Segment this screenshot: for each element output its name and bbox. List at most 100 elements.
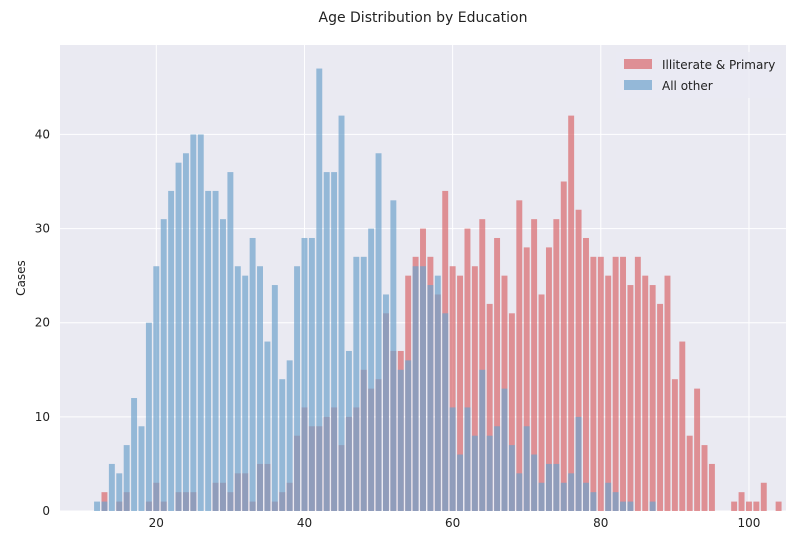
bar — [153, 266, 160, 511]
bar — [182, 153, 189, 511]
bar — [383, 294, 389, 511]
bar — [397, 369, 404, 511]
bar — [449, 407, 456, 511]
chart-title: Age Distribution by Education — [319, 10, 528, 26]
bar — [590, 492, 597, 511]
bar — [160, 219, 167, 511]
bar — [271, 285, 278, 511]
bar — [553, 219, 560, 511]
bar — [627, 501, 634, 511]
bar — [368, 228, 375, 511]
bar — [257, 266, 263, 511]
bar — [168, 190, 175, 512]
bar — [316, 68, 323, 511]
bar — [101, 492, 108, 511]
bar — [494, 426, 501, 511]
bar — [212, 190, 219, 512]
series-1-bars — [94, 68, 656, 512]
bar — [760, 482, 767, 511]
bar — [590, 256, 597, 511]
bar — [301, 237, 308, 512]
legend-swatch-illiterate-primary — [624, 59, 652, 69]
bar — [620, 256, 626, 511]
y-tick-label: 10 — [35, 410, 50, 424]
bar — [442, 313, 449, 511]
bar — [323, 172, 330, 511]
bar — [405, 360, 412, 511]
legend-label-illiterate-primary: Illiterate & Primary — [662, 58, 775, 72]
bar — [249, 237, 256, 512]
bar — [620, 501, 626, 511]
bar — [753, 501, 760, 511]
bar — [457, 454, 464, 511]
bar — [686, 435, 693, 511]
bar — [612, 256, 619, 511]
bar — [531, 454, 538, 511]
bar — [464, 228, 471, 511]
bar — [545, 247, 552, 511]
bar — [94, 501, 101, 511]
x-tick-label: 40 — [297, 516, 312, 530]
x-tick-label: 100 — [738, 516, 761, 530]
bar — [538, 294, 545, 511]
bar — [190, 134, 197, 511]
bar — [568, 473, 575, 511]
bar — [123, 445, 130, 511]
bar — [338, 115, 345, 512]
legend: Illiterate & Primary All other — [616, 52, 780, 98]
bar — [360, 256, 367, 511]
bar — [664, 275, 671, 511]
bar — [116, 473, 123, 511]
bar — [108, 463, 115, 511]
bar — [145, 322, 152, 511]
bar — [479, 219, 486, 511]
bar — [679, 341, 686, 511]
bar — [575, 209, 582, 511]
y-tick-label: 0 — [42, 504, 50, 518]
bar — [597, 256, 604, 511]
bar — [131, 398, 138, 511]
bar — [612, 492, 619, 511]
legend-swatch-all-other — [624, 80, 652, 90]
y-tick-label: 30 — [35, 222, 50, 236]
bar — [279, 379, 286, 511]
bar — [294, 266, 301, 511]
bar — [538, 482, 545, 511]
bar — [375, 153, 382, 511]
bar — [471, 266, 478, 511]
bar — [353, 256, 360, 511]
bar — [220, 219, 226, 511]
bar — [523, 247, 530, 511]
bar — [508, 313, 515, 511]
bar — [649, 501, 656, 511]
bar — [227, 172, 234, 511]
bar — [671, 379, 678, 511]
bar — [560, 482, 567, 511]
bar — [553, 463, 560, 511]
bar — [605, 482, 612, 511]
bar — [449, 266, 456, 511]
bar — [175, 162, 182, 511]
bar — [516, 473, 523, 511]
bar — [494, 237, 501, 512]
legend-label-all-other: All other — [662, 79, 713, 93]
bar — [583, 482, 589, 511]
bar — [486, 303, 493, 511]
bar — [434, 275, 441, 511]
bar — [657, 303, 664, 511]
bar — [634, 256, 641, 511]
x-tick-label: 20 — [149, 516, 164, 530]
bar — [412, 266, 419, 511]
bar — [605, 275, 612, 511]
bar — [501, 388, 508, 511]
bars — [94, 68, 782, 512]
bar — [464, 407, 471, 511]
bar — [746, 501, 752, 511]
x-tick-label: 80 — [593, 516, 608, 530]
bar — [642, 275, 649, 511]
bar — [457, 275, 464, 511]
bar — [286, 360, 293, 511]
bar — [242, 275, 249, 511]
